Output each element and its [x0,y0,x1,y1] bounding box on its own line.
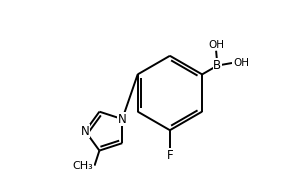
Text: N: N [81,125,90,138]
Text: OH: OH [233,58,249,68]
Text: F: F [167,149,173,162]
Text: B: B [213,59,222,72]
Text: N: N [118,113,127,126]
Text: CH₃: CH₃ [73,161,94,171]
Text: OH: OH [208,40,224,50]
